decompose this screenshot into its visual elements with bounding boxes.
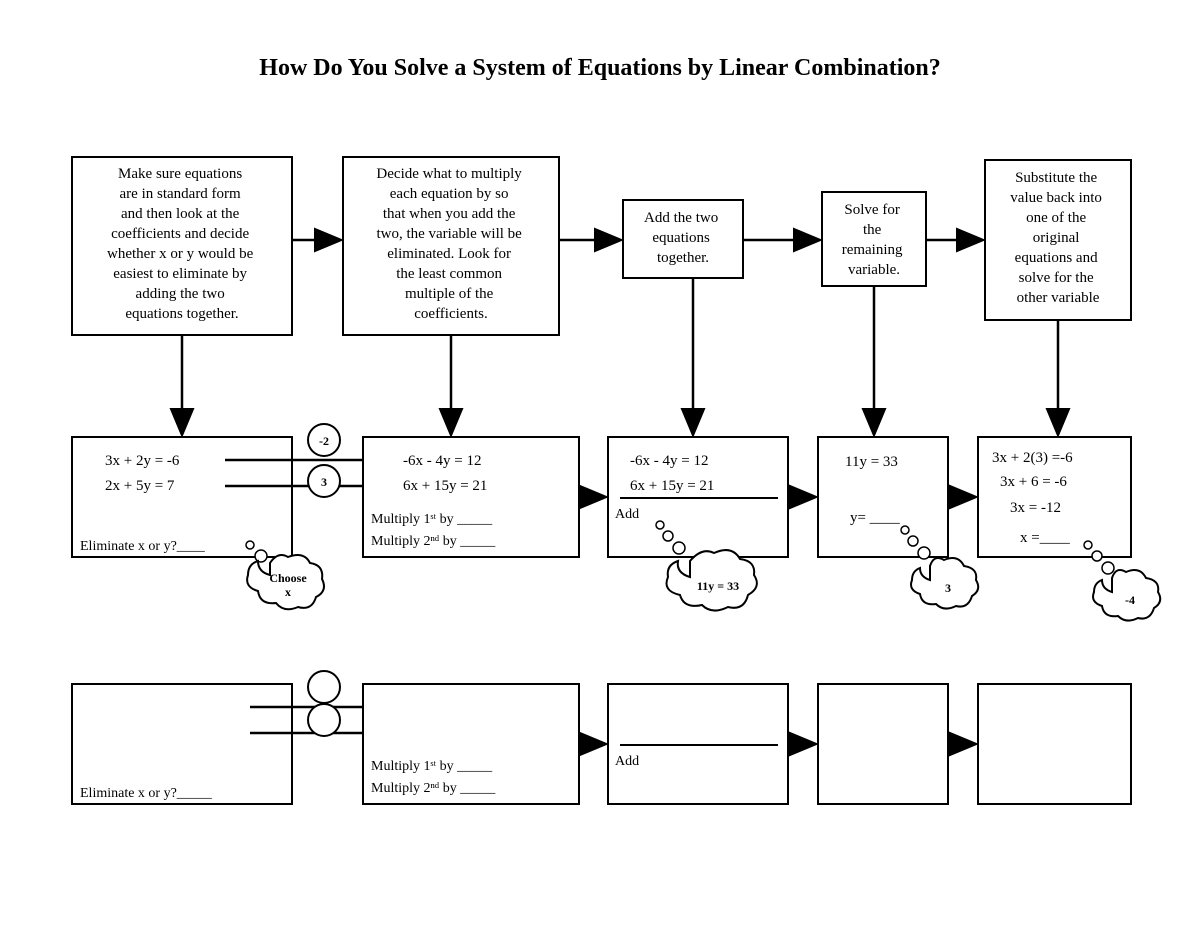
svg-text:3x + 2y = -6: 3x + 2y = -6 xyxy=(105,453,180,469)
svg-text:Multiply 2ⁿᵈ by _____: Multiply 2ⁿᵈ by _____ xyxy=(371,781,496,796)
page-title: How Do You Solve a System of Equations b… xyxy=(259,55,940,81)
mult-circle-neg2: -2 xyxy=(308,424,340,456)
row2-box5: 3x + 2(3) =-6 3x + 6 = -6 3x = -12 x =__… xyxy=(978,437,1131,557)
row3-box1: Eliminate x or y?_____ xyxy=(72,684,292,804)
svg-text:x =____: x =____ xyxy=(1020,530,1070,546)
svg-text:Multiply 1ˢᵗ by _____: Multiply 1ˢᵗ by _____ xyxy=(371,759,493,774)
row3-box3: Add xyxy=(608,684,788,804)
svg-text:3: 3 xyxy=(945,581,951,595)
row2-box4: 11y = 33 y= ____ xyxy=(818,437,948,557)
svg-text:Add: Add xyxy=(615,754,639,769)
row2-box1: 3x + 2y = -6 2x + 5y = 7 Eliminate x or … xyxy=(72,437,292,557)
svg-text:3x + 2(3) =-6: 3x + 2(3) =-6 xyxy=(992,450,1073,466)
svg-text:11y = 33: 11y = 33 xyxy=(845,454,898,470)
row1-box4: Solve for the remaining variable. xyxy=(822,192,926,286)
svg-text:11y = 33: 11y = 33 xyxy=(697,579,739,593)
svg-text:Eliminate x or y?____: Eliminate x or y?____ xyxy=(80,539,206,554)
svg-text:2x + 5y = 7: 2x + 5y = 7 xyxy=(105,478,175,494)
svg-text:3x = -12: 3x = -12 xyxy=(1010,500,1061,516)
svg-text:-6x - 4y = 12: -6x - 4y = 12 xyxy=(403,453,481,469)
svg-text:Add: Add xyxy=(615,507,639,522)
mult-circle-blank1 xyxy=(308,671,340,703)
svg-text:6x + 15y = 21: 6x + 15y = 21 xyxy=(403,478,487,494)
row1-box3: Add the two equations together. xyxy=(623,200,743,278)
row1-box1: Make sure equations are in standard form… xyxy=(72,157,292,335)
svg-text:3x + 6 = -6: 3x + 6 = -6 xyxy=(1000,474,1067,490)
mult-circle-blank2 xyxy=(308,704,340,736)
row3-box2: Multiply 1ˢᵗ by _____ Multiply 2ⁿᵈ by __… xyxy=(363,684,579,804)
svg-text:-6x - 4y = 12: -6x - 4y = 12 xyxy=(630,453,708,469)
svg-text:3: 3 xyxy=(321,475,327,489)
mult-circle-3: 3 xyxy=(308,465,340,497)
svg-text:y= ____: y= ____ xyxy=(850,510,900,526)
svg-text:Multiply 2ⁿᵈ by _____: Multiply 2ⁿᵈ by _____ xyxy=(371,534,496,549)
row2-box2: -6x - 4y = 12 6x + 15y = 21 Multiply 1ˢᵗ… xyxy=(363,437,579,557)
svg-text:Multiply 1ˢᵗ by _____: Multiply 1ˢᵗ by _____ xyxy=(371,512,493,527)
svg-text:-2: -2 xyxy=(319,434,329,448)
row3-box5 xyxy=(978,684,1131,804)
row1-box2: Decide what to multiply each equation by… xyxy=(343,157,559,335)
row3-box4 xyxy=(818,684,948,804)
row2-box3: -6x - 4y = 12 6x + 15y = 21 Add xyxy=(608,437,788,557)
diagram-canvas: How Do You Solve a System of Equations b… xyxy=(0,0,1200,927)
svg-text:Eliminate x or y?_____: Eliminate x or y?_____ xyxy=(80,786,213,801)
row1-box5: Substitute the value back into one of th… xyxy=(985,160,1131,320)
svg-text:6x + 15y = 21: 6x + 15y = 21 xyxy=(630,478,714,494)
svg-text:-4: -4 xyxy=(1125,593,1135,607)
